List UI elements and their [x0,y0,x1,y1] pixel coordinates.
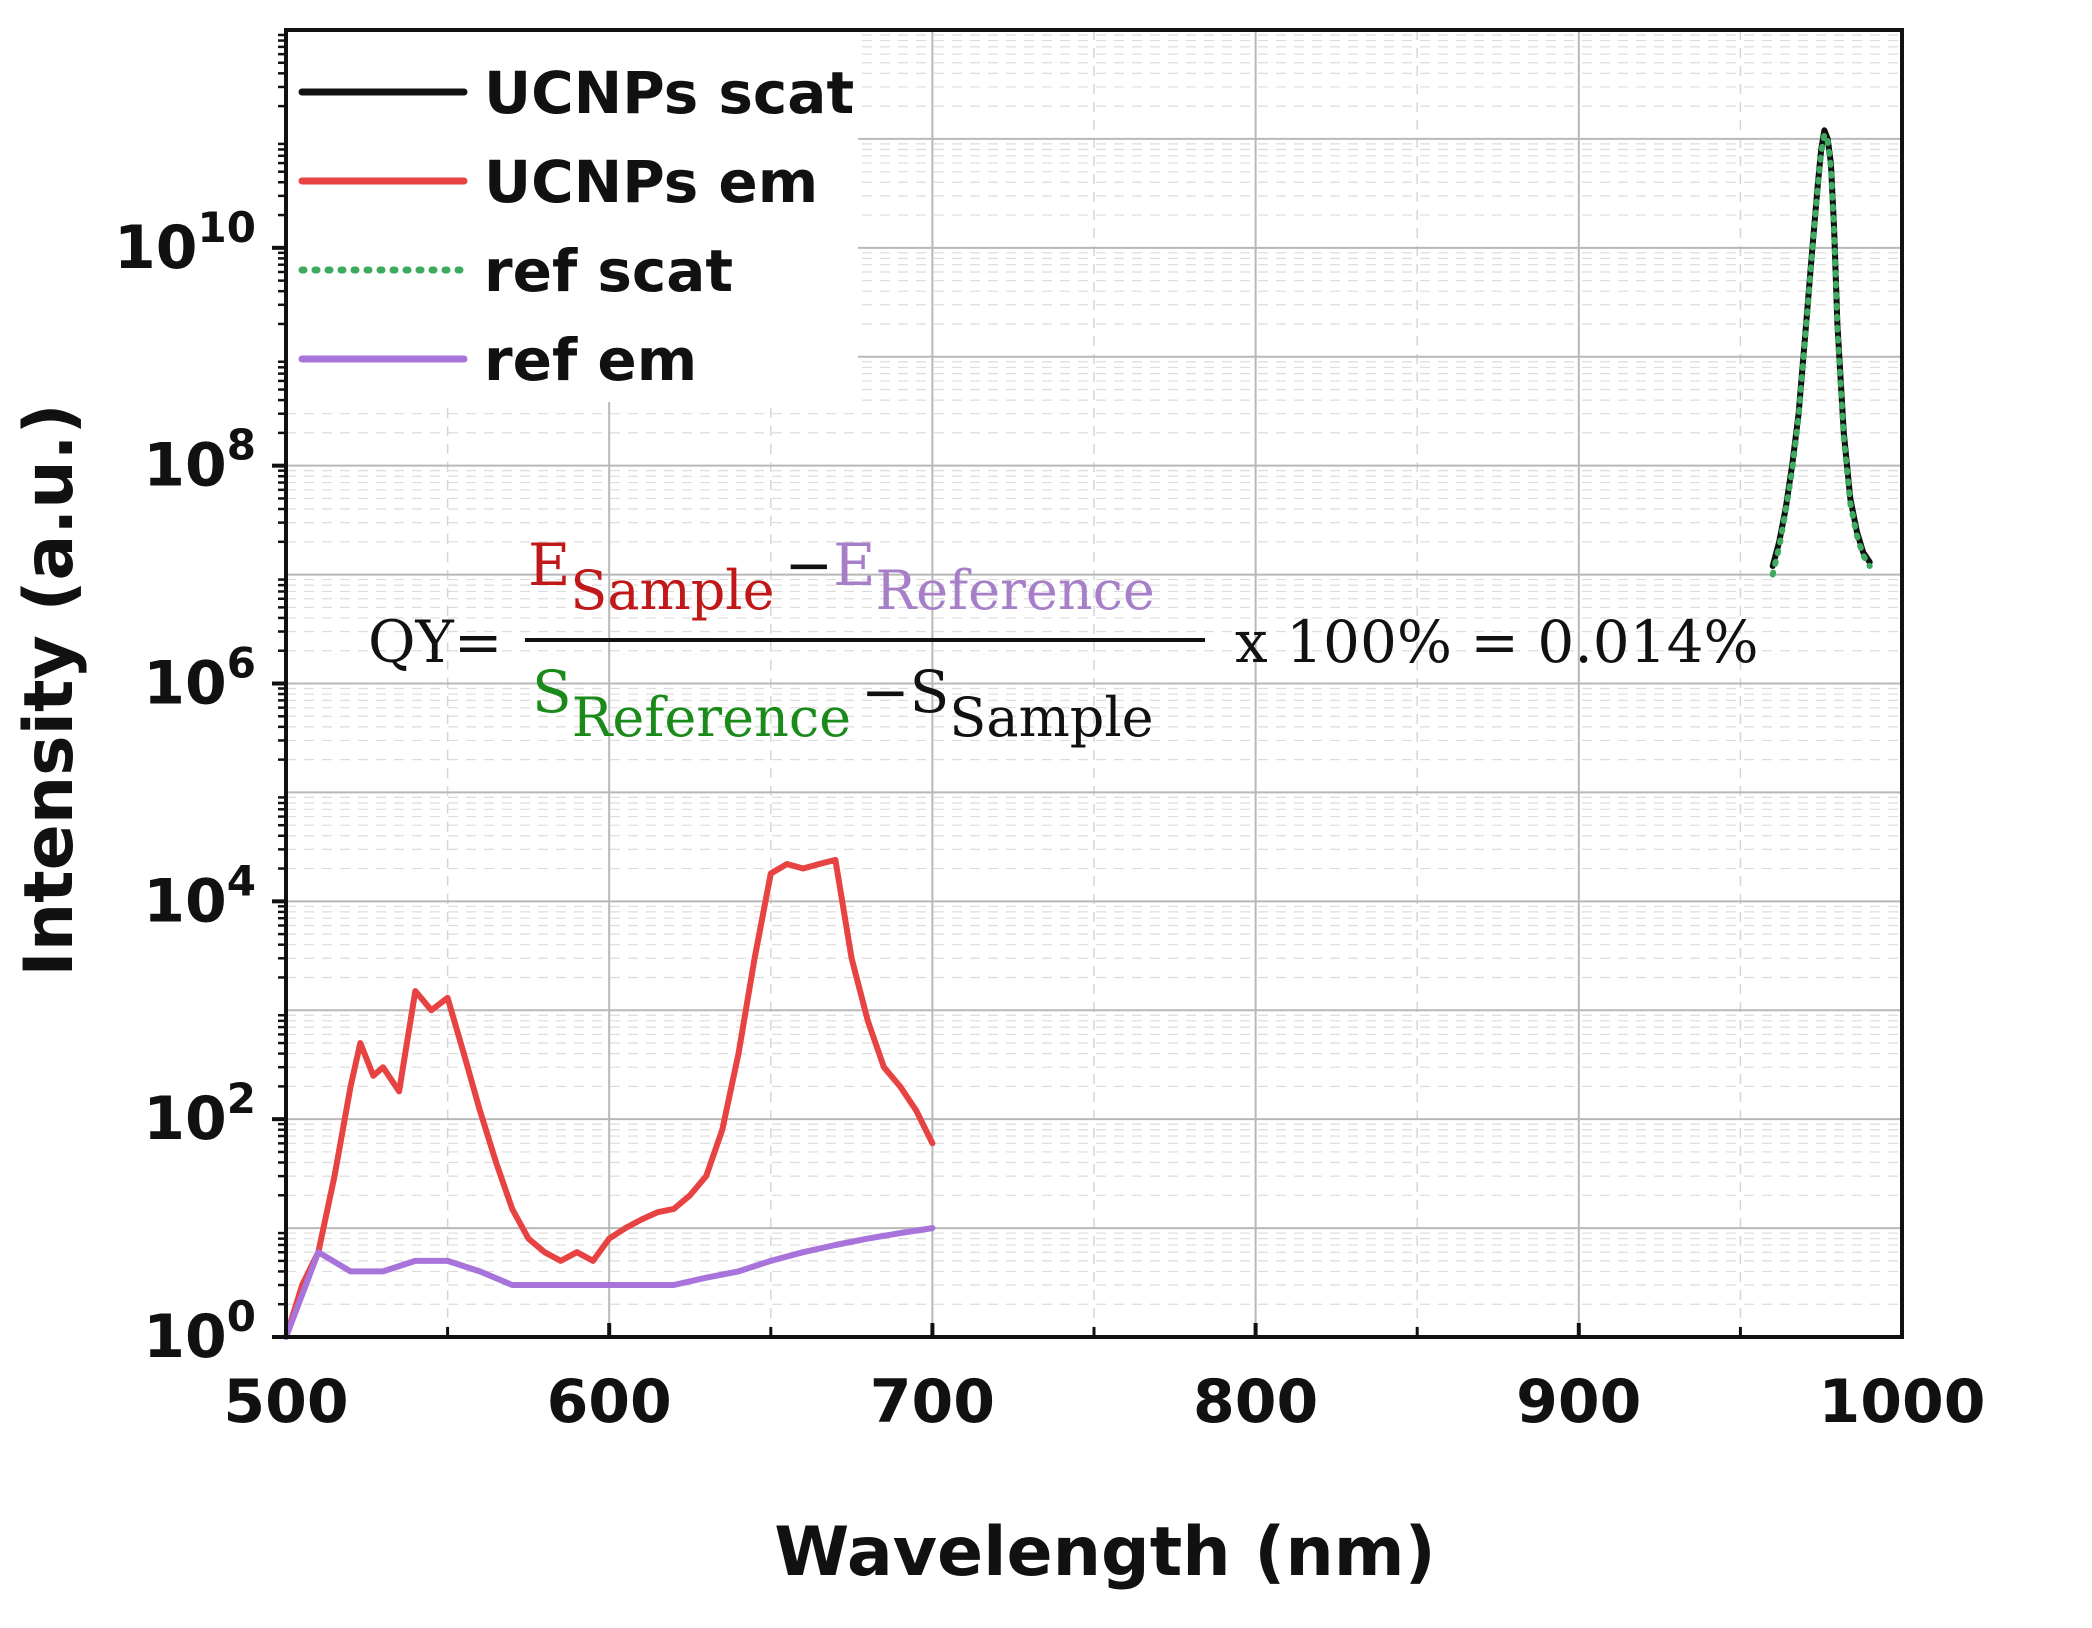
y-tick-label: 1010 [114,203,256,283]
num-e1-sub: Sample [570,559,774,622]
y-tick-exponent: 4 [227,856,256,905]
den-s1: S [532,658,572,726]
formula-denominator: SReference −SSample [532,658,1154,749]
y-tick-base: 10 [143,649,227,719]
y-tick-label: 104 [143,856,256,936]
x-tick-label: 600 [547,1367,672,1437]
den-s2-sub: Sample [949,686,1153,749]
x-tick-label: 1000 [1819,1367,1986,1437]
y-tick-exponent: 2 [227,1074,256,1123]
x-tick-label: 800 [1193,1367,1318,1437]
num-e2: E [833,531,875,599]
num-e1: E [528,531,570,599]
y-tick-base: 10 [114,213,198,283]
qy-formula: QY= ESample −EReference SReference −SSampl… [368,531,1759,749]
den-s1-sub: Reference [572,686,851,749]
y-tick-exponent: 6 [227,639,256,688]
num-minus: − [785,531,834,599]
y-tick-base: 10 [143,431,227,501]
y-tick-label: 100 [143,1292,256,1372]
x-axis-title: Wavelength (nm) [774,1513,1435,1592]
y-tick-label: 108 [143,421,256,501]
y-tick-base: 10 [143,1084,227,1154]
plot-area [283,127,1873,1340]
x-tick-label: 500 [223,1367,348,1437]
legend-label: UCNPs scat [484,59,854,127]
x-tick-label: 900 [1516,1367,1641,1437]
den-s2: S [910,658,950,726]
y-tick-base: 10 [143,1302,227,1372]
y-tick-label: 102 [143,1074,256,1154]
y-tick-exponent: 10 [198,203,256,252]
legend-label: ref scat [484,237,733,305]
formula-prefix: QY= [368,608,502,676]
series-line-ucnps-em [283,856,936,1340]
den-minus: − [861,658,910,726]
axes [272,28,1904,1339]
x-tick-label: 700 [870,1367,995,1437]
y-tick-base: 10 [143,866,227,936]
legend: UCNPs scat UCNPs em ref scat ref em [288,32,858,402]
formula-suffix: x 100% = 0.014% [1235,608,1759,676]
y-tick-exponent: 0 [227,1292,256,1341]
y-axis-title: Intensity (a.u.) [10,403,89,976]
formula-numerator: ESample −EReference [528,531,1155,622]
legend-label: UCNPs em [484,148,818,216]
y-tick-label: 106 [143,639,256,719]
num-e2-sub: Reference [875,559,1154,622]
legend-label: ref em [484,326,697,394]
y-tick-exponent: 8 [227,421,256,470]
